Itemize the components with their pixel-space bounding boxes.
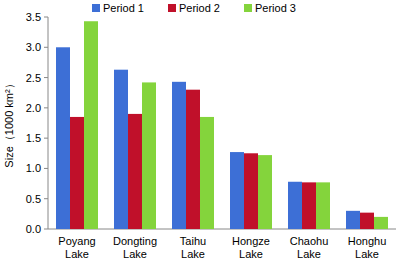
y-tick [44, 198, 48, 199]
label-line: Lake [239, 248, 263, 260]
bar [84, 21, 98, 229]
legend-item: Period 1 [92, 2, 144, 14]
x-tick-label: ChaohuLake [290, 235, 329, 260]
legend-label: Period 1 [103, 2, 144, 14]
y-tick [44, 17, 48, 18]
y-tick-label: 2.5 [26, 72, 41, 84]
label-line: Taihu [180, 235, 206, 247]
bar [56, 47, 70, 229]
legend-label: Period 3 [255, 2, 296, 14]
bar [360, 213, 374, 229]
legend-item: Period 3 [244, 2, 296, 14]
bar [258, 155, 272, 229]
x-axis [48, 229, 396, 230]
label-line: Chaohu [290, 235, 329, 247]
x-tick-label: TaihuLake [180, 235, 206, 260]
bar [302, 182, 316, 229]
bar [288, 182, 302, 229]
chart: 0.0 0.5 1.0 1.5 2.0 2.5 3.0 3.5 Size（1000 km²） Po… [0, 0, 399, 265]
y-tick-label: 3.5 [26, 11, 41, 23]
y-tick-label: 2.0 [26, 102, 41, 114]
label-line: Hongze [232, 235, 270, 247]
bar [142, 82, 156, 229]
bar [244, 153, 258, 229]
label-line: Lake [65, 248, 89, 260]
y-tick-label: 1.0 [26, 162, 41, 174]
bar [172, 82, 186, 229]
label-line: Lake [123, 248, 147, 260]
y-tick [44, 77, 48, 78]
bar [70, 117, 84, 229]
bar [316, 182, 330, 229]
bar [128, 114, 142, 229]
bar [186, 90, 200, 229]
bar [114, 70, 128, 229]
label-line: Honghu [348, 235, 387, 247]
y-tick-label: 0.5 [26, 193, 41, 205]
y-tick [44, 229, 48, 230]
label-line: Lake [297, 248, 321, 260]
bar [374, 217, 388, 229]
legend-label: Period 2 [179, 2, 220, 14]
x-tick-label: DongtingLake [113, 235, 157, 260]
y-axis-label: Size（1000 km²） [3, 78, 15, 167]
y-tick-label: 0.0 [26, 223, 41, 235]
y-tick [44, 47, 48, 48]
label-line: Dongting [113, 235, 157, 247]
y-tick [44, 138, 48, 139]
bars [56, 21, 388, 229]
y-tick-label: 1.5 [26, 132, 41, 144]
y-tick-label: 3.0 [26, 41, 41, 53]
legend-swatch [244, 4, 252, 12]
y-axis [48, 17, 49, 229]
bar [200, 117, 214, 229]
legend-swatch [92, 4, 100, 12]
legend-item: Period 2 [168, 2, 220, 14]
x-tick-label: PoyangLake [58, 235, 95, 260]
label-line: Lake [181, 248, 205, 260]
x-tick-label: HonghuLake [348, 235, 387, 260]
legend-swatch [168, 4, 176, 12]
bar [346, 211, 360, 229]
label-line: Lake [355, 248, 379, 260]
label-line: Poyang [58, 235, 95, 247]
y-tick [44, 107, 48, 108]
bar [230, 152, 244, 229]
x-tick-label: HongzeLake [232, 235, 270, 260]
y-tick [44, 168, 48, 169]
